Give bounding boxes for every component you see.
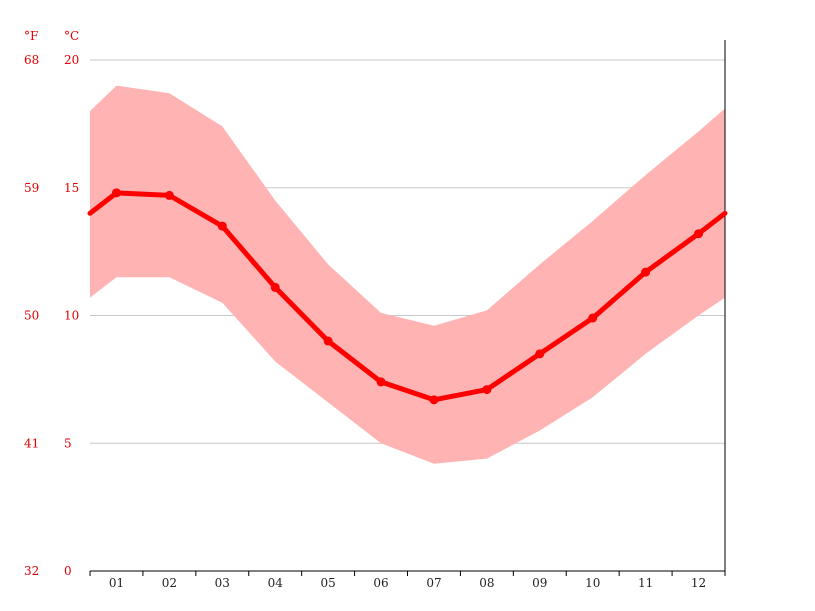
data-point: [535, 349, 545, 359]
y-tick-label-celsius: 0: [64, 564, 72, 578]
x-tick-label: 09: [532, 576, 547, 590]
y-tick-label-celsius: 5: [64, 436, 72, 450]
y-tick-label-celsius: 20: [64, 53, 79, 67]
x-tick-label: 03: [215, 576, 230, 590]
y-tick-label-celsius: 15: [64, 181, 79, 195]
data-point: [217, 221, 227, 231]
x-tick-label: 07: [426, 576, 441, 590]
y-tick-label-fahrenheit: 50: [24, 309, 39, 323]
x-tick-label: 02: [162, 576, 177, 590]
temperature-range-band: [90, 85, 725, 464]
fahrenheit-unit-label: °F: [24, 29, 38, 43]
data-point: [164, 190, 174, 200]
mean-temperature-line: [87, 190, 728, 403]
data-point: [111, 188, 121, 198]
y-tick-label-fahrenheit: 68: [24, 53, 39, 67]
data-point: [694, 229, 704, 239]
data-point: [270, 282, 280, 292]
x-tick-label: 10: [585, 576, 600, 590]
x-tick-label: 11: [638, 576, 653, 590]
y-tick-label-fahrenheit: 32: [24, 564, 39, 578]
data-point: [323, 336, 333, 346]
axes: [89, 40, 726, 576]
data-point: [429, 395, 439, 405]
y-tick-label-fahrenheit: 41: [24, 436, 39, 450]
celsius-unit-label: °C: [64, 29, 79, 43]
data-points: [111, 188, 704, 405]
x-tick-label: 06: [373, 576, 388, 590]
data-point: [641, 267, 651, 277]
y-tick-label-fahrenheit: 59: [24, 181, 39, 195]
y-tick-label-celsius: 10: [64, 309, 79, 323]
data-point: [588, 313, 598, 323]
x-tick-label: 04: [268, 576, 284, 590]
x-tick-label: 08: [479, 576, 494, 590]
tick-labels: °F °C 32 0 41 5 50 10 59 15 68 20 01 02 03 04 05 06 07 08…: [24, 29, 706, 590]
data-point: [482, 385, 492, 395]
x-tick-label: 05: [320, 576, 335, 590]
x-tick-label: 12: [691, 576, 706, 590]
data-point: [376, 377, 386, 387]
x-tick-label: 01: [109, 576, 124, 590]
